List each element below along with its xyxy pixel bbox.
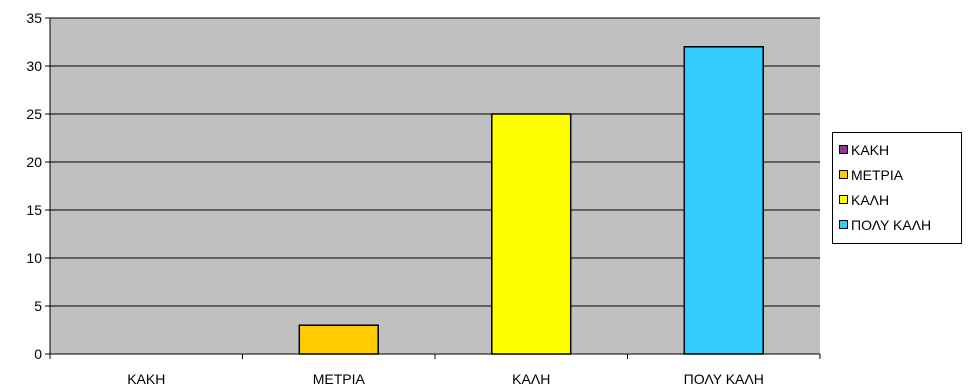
x-axis-ticks: ΚΑΚΗ ΜΕΤΡΙΑ ΚΑΛΗ ΠΟΛΥ ΚΑΛΗ [49, 354, 821, 387]
x-tick-label: ΠΟΛΥ ΚΑΛΗ [684, 371, 764, 387]
y-tick-label: 20 [26, 154, 42, 170]
legend-item: ΜΕΤΡΙΑ [839, 162, 957, 187]
legend: ΚΑΚΗ ΜΕΤΡΙΑ ΚΑΛΗ ΠΟΛΥ ΚΑΛΗ [832, 132, 962, 244]
x-tick-label: ΚΑΚΗ [127, 371, 165, 387]
y-tick-label: 10 [26, 250, 42, 266]
x-tick-label: ΚΑΛΗ [512, 371, 550, 387]
bar [298, 324, 379, 355]
legend-label: ΚΑΚΗ [851, 141, 890, 158]
legend-label: ΠΟΛΥ ΚΑΛΗ [851, 216, 932, 233]
legend-label: ΚΑΛΗ [851, 191, 890, 208]
x-tick-label: ΜΕΤΡΙΑ [313, 371, 366, 387]
y-tick-label: 35 [26, 10, 42, 26]
legend-label: ΜΕΤΡΙΑ [851, 166, 904, 183]
y-tick-label: 30 [26, 58, 42, 74]
legend-swatch-metria [839, 170, 848, 179]
legend-item: ΚΑΚΗ [839, 137, 957, 162]
legend-swatch-poly-kalh [839, 220, 848, 229]
y-tick-label: 0 [34, 346, 42, 362]
y-tick-label: 5 [34, 298, 42, 314]
y-tick-label: 25 [26, 106, 42, 122]
legend-item: ΚΑΛΗ [839, 187, 957, 212]
bar [683, 46, 764, 355]
bar [491, 113, 572, 355]
y-axis-ticks: 0 5 10 15 20 25 30 35 [26, 10, 50, 362]
y-tick-label: 15 [26, 202, 42, 218]
legend-item: ΠΟΛΥ ΚΑΛΗ [839, 212, 957, 237]
legend-swatch-kakh [839, 145, 848, 154]
legend-swatch-kalh [839, 195, 848, 204]
